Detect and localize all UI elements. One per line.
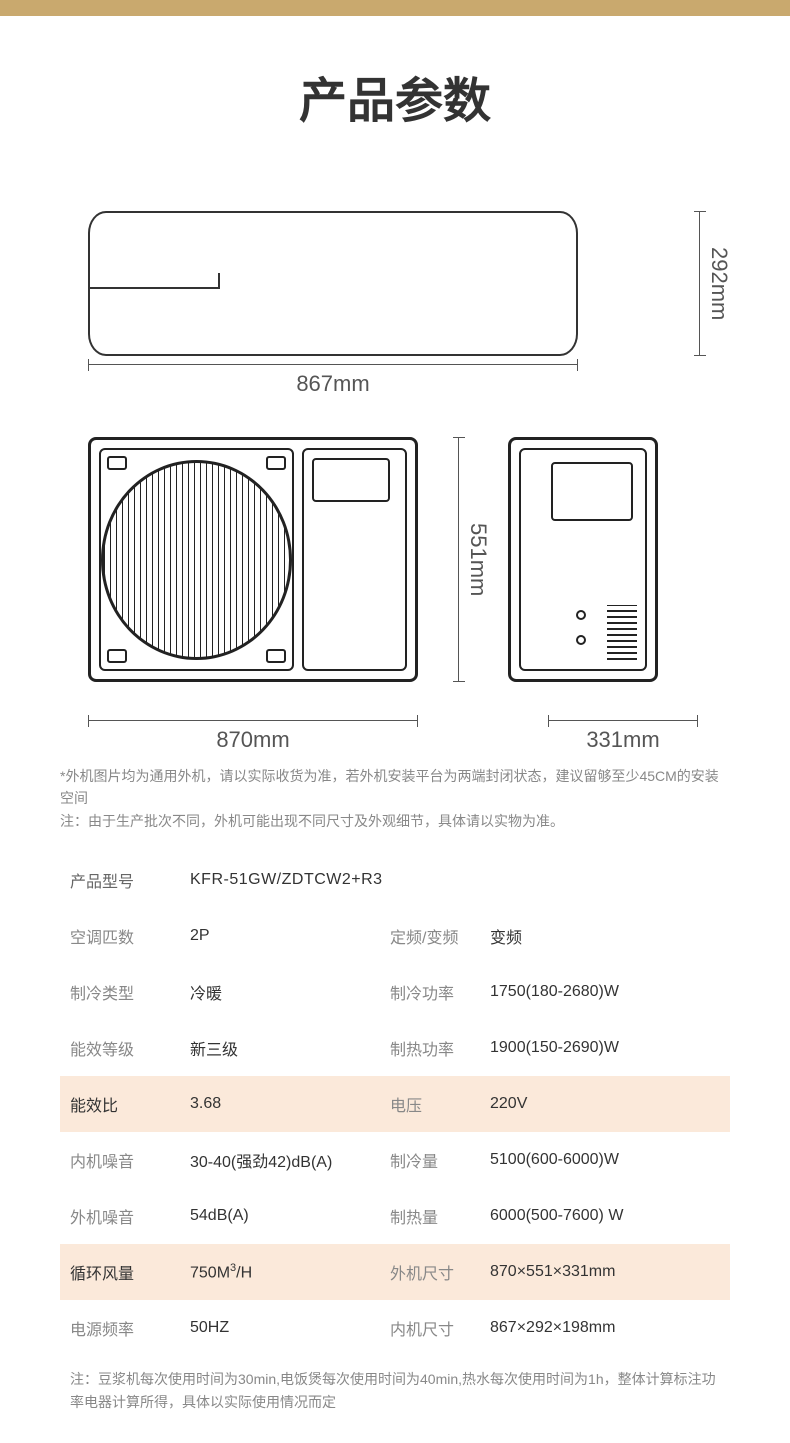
spec-row: 空调匹数2P定频/变频变频 xyxy=(60,908,730,964)
diagram-note: *外机图片均为通用外机，请以实际收货为准，若外机安装平台为两端封闭状态，建议留够… xyxy=(60,765,730,832)
spec-value: 5100(600-6000)W xyxy=(490,1151,720,1169)
spec-value: 50HZ xyxy=(190,1319,390,1337)
spec-label: 空调匹数 xyxy=(70,924,190,948)
spec-label: 制热功率 xyxy=(390,1036,490,1060)
outdoor-depth-label: 331mm xyxy=(548,727,698,753)
outdoor-side-view xyxy=(508,437,658,682)
spec-label: 制冷功率 xyxy=(390,980,490,1004)
spec-value: 220V xyxy=(490,1095,720,1113)
top-accent-bar xyxy=(0,0,790,16)
spec-value: 6000(500-7600) W xyxy=(490,1207,720,1225)
spec-label: 定频/变频 xyxy=(390,924,490,948)
spec-row: 内机噪音30-40(强劲42)dB(A)制冷量5100(600-6000)W xyxy=(60,1132,730,1188)
spec-label: 制冷量 xyxy=(390,1148,490,1172)
spec-label: 电源频率 xyxy=(70,1316,190,1340)
outdoor-height-label: 551mm xyxy=(465,523,491,596)
spec-value: 750M3/H xyxy=(190,1262,390,1282)
spec-row: 制冷类型冷暖制冷功率1750(180-2680)W xyxy=(60,964,730,1020)
spec-row: 电源频率50HZ内机尺寸867×292×198mm xyxy=(60,1300,730,1356)
indoor-height-dimension: 292mm xyxy=(699,211,732,356)
spec-value: KFR-51GW/ZDTCW2+R3 xyxy=(190,871,720,889)
outdoor-unit-diagram: 551mm xyxy=(88,437,702,682)
spec-value: 新三级 xyxy=(190,1036,390,1060)
outdoor-front-view xyxy=(88,437,418,682)
spec-value: 1900(150-2690)W xyxy=(490,1039,720,1057)
spec-label: 电压 xyxy=(390,1092,490,1116)
spec-value: 3.68 xyxy=(190,1095,390,1113)
spec-label: 制热量 xyxy=(390,1204,490,1228)
spec-label: 外机尺寸 xyxy=(390,1260,490,1284)
spec-value: 冷暖 xyxy=(190,980,390,1004)
indoor-height-label: 292mm xyxy=(706,247,732,320)
spec-label: 能效等级 xyxy=(70,1036,190,1060)
spec-label: 循环风量 xyxy=(70,1260,190,1284)
indoor-unit-outline xyxy=(88,211,578,356)
spec-row: 能效比3.68电压220V xyxy=(60,1076,730,1132)
spec-label: 能效比 xyxy=(70,1092,190,1116)
content-container: 产品参数 292mm 867mm 551mm xyxy=(0,61,790,1413)
spec-label: 产品型号 xyxy=(70,868,190,892)
spec-row: 外机噪音54dB(A)制热量6000(500-7600) W xyxy=(60,1188,730,1244)
spec-value: 30-40(强劲42)dB(A) xyxy=(190,1148,390,1172)
outdoor-height-dimension: 551mm xyxy=(458,437,491,682)
page-title: 产品参数 xyxy=(60,61,730,131)
spec-label: 内机尺寸 xyxy=(390,1316,490,1340)
spec-value: 870×551×331mm xyxy=(490,1263,720,1281)
indoor-width-dimension: 867mm xyxy=(88,364,578,397)
spec-value: 2P xyxy=(190,927,390,945)
spec-label: 制冷类型 xyxy=(70,980,190,1004)
spec-value: 867×292×198mm xyxy=(490,1319,720,1337)
spec-value: 变频 xyxy=(490,924,720,948)
outdoor-width-label: 870mm xyxy=(88,727,418,753)
spec-table: 产品型号 KFR-51GW/ZDTCW2+R3 空调匹数2P定频/变频变频制冷类… xyxy=(60,852,730,1356)
spec-row: 能效等级新三级制热功率1900(150-2690)W xyxy=(60,1020,730,1076)
spec-value: 54dB(A) xyxy=(190,1207,390,1225)
outdoor-width-dimensions: 870mm 331mm xyxy=(88,712,702,753)
spec-row-model: 产品型号 KFR-51GW/ZDTCW2+R3 xyxy=(60,852,730,908)
indoor-unit-diagram: 292mm 867mm xyxy=(88,211,702,397)
footer-note: 注：豆浆机每次使用时间为30min,电饭煲每次使用时间为40min,热水每次使用… xyxy=(60,1368,730,1413)
spec-label: 内机噪音 xyxy=(70,1148,190,1172)
indoor-width-label: 867mm xyxy=(88,371,578,397)
spec-value: 1750(180-2680)W xyxy=(490,983,720,1001)
spec-label: 外机噪音 xyxy=(70,1204,190,1228)
spec-row: 循环风量750M3/H外机尺寸870×551×331mm xyxy=(60,1244,730,1300)
